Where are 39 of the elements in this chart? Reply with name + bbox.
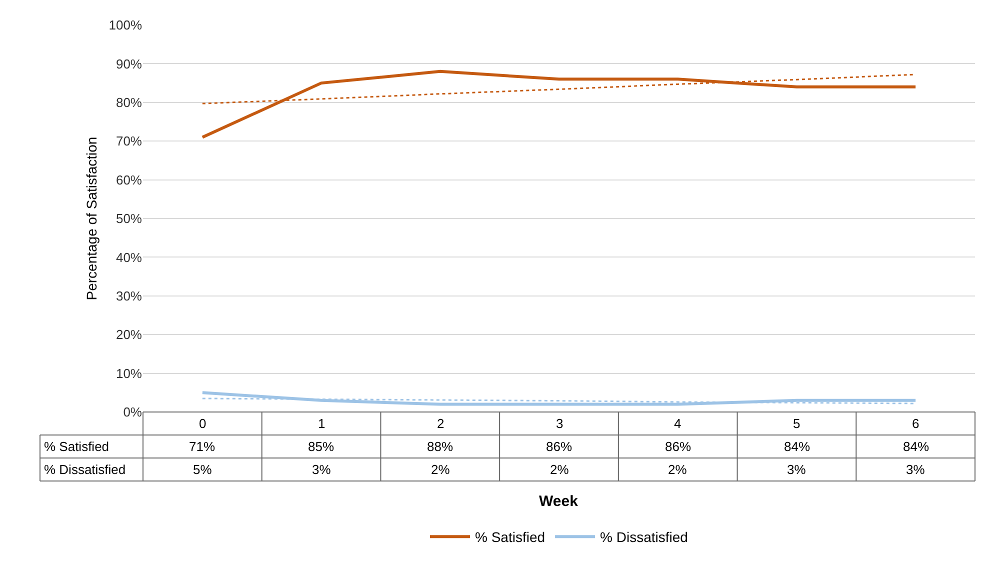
data-label: 88% [427, 439, 454, 454]
data-label: 86% [665, 439, 692, 454]
data-label: 84% [903, 439, 930, 454]
y-tick-label: 80% [116, 94, 142, 110]
data-label: 2% [668, 462, 688, 477]
x-tick-label: 3 [556, 416, 564, 431]
data-label: 2% [431, 462, 450, 477]
data-label: 85% [308, 439, 334, 454]
data-label: 5% [193, 462, 212, 477]
line-series [200, 70, 918, 139]
y-tick-label: 70% [116, 134, 142, 149]
data-label: 71% [189, 439, 216, 454]
x-axis-title: Week [539, 493, 579, 510]
data-label: 3% [906, 462, 926, 477]
data-label: 84% [784, 439, 810, 454]
legend-label: % Satisfied [475, 529, 546, 546]
y-tick-label: 30% [116, 288, 142, 304]
y-tick-label: 50% [116, 211, 142, 226]
x-tick-label: 0 [199, 416, 206, 431]
y-tick-label: 10% [116, 366, 142, 381]
y-tick-label: 100% [108, 18, 142, 33]
data-label: 3% [787, 462, 806, 477]
legend-label: % Dissatisfied [600, 529, 688, 546]
x-tick-label: 5 [793, 416, 800, 431]
y-tick-label: 40% [116, 250, 142, 265]
data-label: 3% [312, 462, 332, 477]
y-tick-label: 20% [116, 327, 142, 342]
y-tick-label: 0% [123, 404, 142, 420]
data-label: 86% [546, 439, 572, 454]
text: % Dissatisfied [44, 462, 126, 477]
x-tick-label: 1 [318, 416, 326, 431]
y-axis-title: Percentage of Satisfaction [83, 136, 100, 300]
y-tick-label: 60% [116, 172, 142, 188]
text: % Satisfied [44, 439, 110, 454]
x-tick-label: 6 [912, 416, 920, 431]
y-tick-label: 90% [116, 56, 142, 72]
x-tick-label: 4 [674, 416, 682, 431]
x-tick-label: 2 [437, 416, 444, 431]
data-label: 2% [550, 462, 570, 477]
